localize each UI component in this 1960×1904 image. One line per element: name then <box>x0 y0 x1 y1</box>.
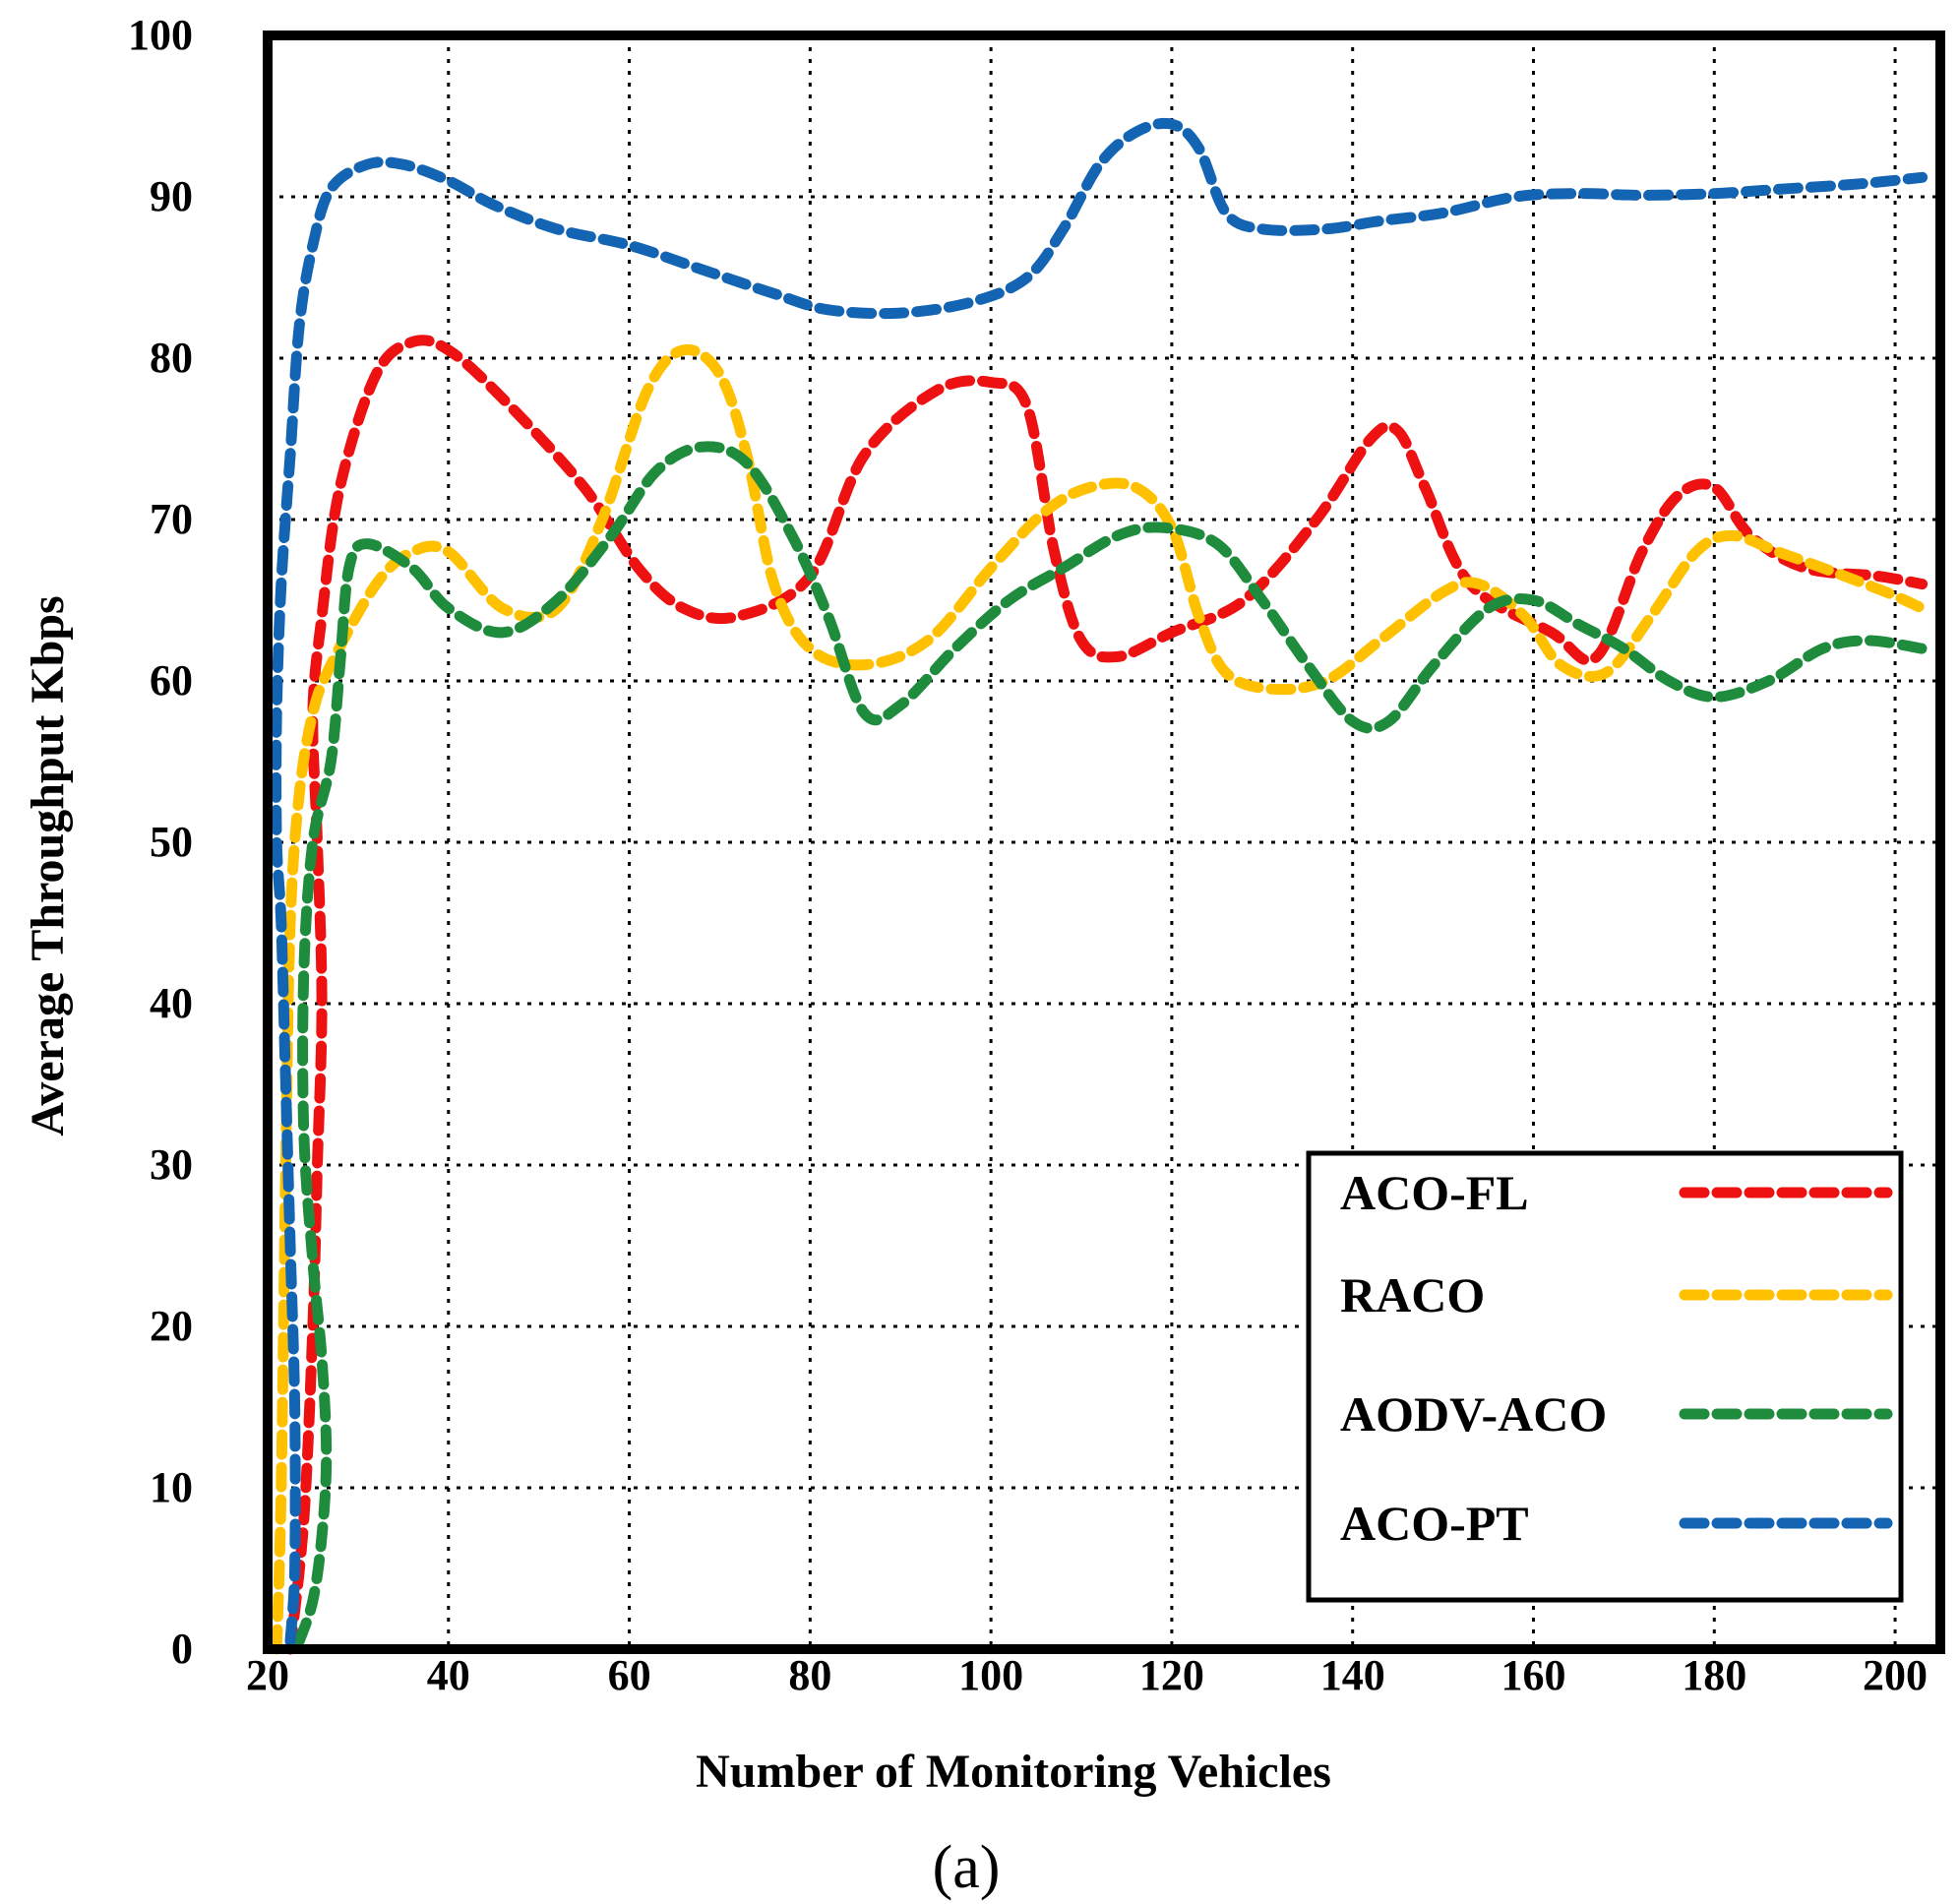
x-tick-label: 100 <box>958 1651 1023 1699</box>
y-tick-label: 80 <box>150 334 193 382</box>
series-line-aco-pt <box>271 117 1929 1647</box>
y-tick-label: 10 <box>150 1463 193 1511</box>
legend-items: ACO-FL RACO AODV-ACO ACO-PT <box>1340 1165 1893 1551</box>
x-tick-label: 160 <box>1501 1651 1565 1699</box>
x-tick-label: 140 <box>1320 1651 1385 1699</box>
y-tick-label: 20 <box>150 1302 193 1350</box>
x-tick-label: 80 <box>788 1651 831 1699</box>
x-axis-title: Number of Monitoring Vehicles <box>696 1746 1331 1798</box>
legend-label-aco-pt: ACO-PT <box>1340 1496 1529 1551</box>
series-line-raco <box>271 343 1929 1655</box>
x-tick-label: 120 <box>1139 1651 1204 1699</box>
legend: ACO-FL RACO AODV-ACO ACO-PT <box>1306 1150 1904 1603</box>
y-axis-title: Average Throughput Kbps <box>22 595 74 1136</box>
y-tick-label: 60 <box>150 656 193 705</box>
legend-label-aco-fl: ACO-FL <box>1340 1165 1529 1220</box>
x-tick-label: 200 <box>1863 1651 1928 1699</box>
y-tick-label: 40 <box>150 979 193 1027</box>
legend-label-aodv-aco: AODV-ACO <box>1340 1386 1607 1442</box>
y-tick-label: 0 <box>171 1625 193 1673</box>
figure-caption: (a) <box>933 1834 1001 1901</box>
x-tick-label: 60 <box>608 1651 651 1699</box>
y-tick-label: 100 <box>128 11 193 59</box>
series-line-aco-fl <box>284 335 1929 1655</box>
plot-frame <box>263 31 1945 1654</box>
legend-label-raco: RACO <box>1340 1267 1485 1322</box>
series-line-aodv-aco <box>293 441 1929 1647</box>
series-lines <box>271 117 1929 1655</box>
x-tick-label: 180 <box>1682 1651 1746 1699</box>
y-tick-label: 90 <box>150 172 193 220</box>
y-axis-ticks: 0 10 20 30 40 50 60 70 80 90 100 <box>128 11 193 1673</box>
y-tick-label: 30 <box>150 1140 193 1189</box>
x-tick-label: 40 <box>427 1651 470 1699</box>
x-axis-ticks: 20 40 60 80 100 120 140 160 180 200 <box>246 1651 1928 1699</box>
y-tick-label: 70 <box>150 495 193 543</box>
y-tick-label: 50 <box>150 818 193 866</box>
x-tick-label: 20 <box>246 1651 289 1699</box>
